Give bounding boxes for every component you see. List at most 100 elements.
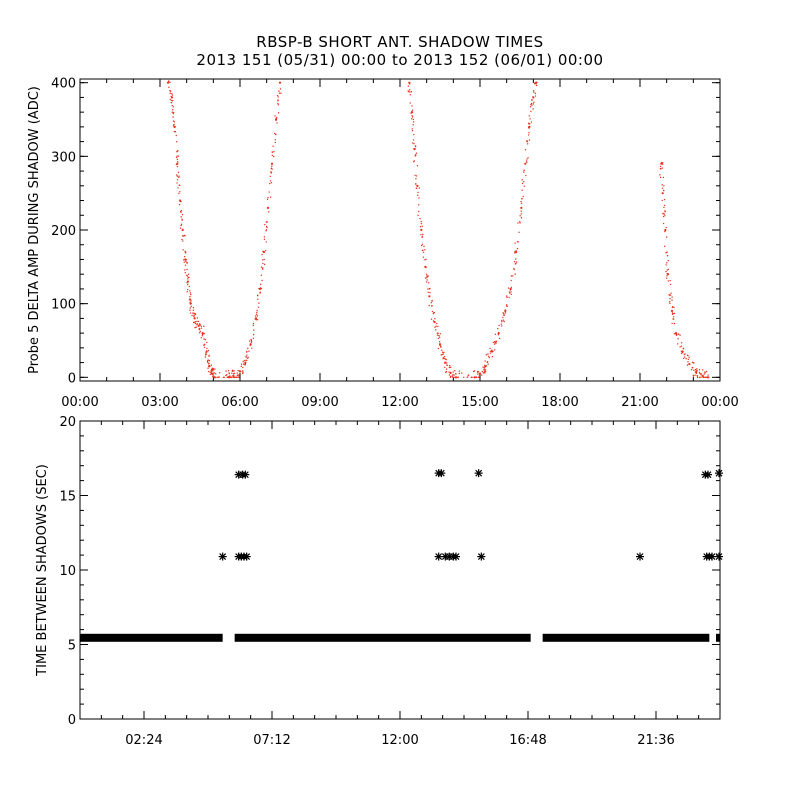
data-point-cloud [430, 302, 432, 304]
asterisk-stroke [708, 553, 716, 561]
data-point-cloud [189, 309, 191, 311]
data-point-cloud [692, 375, 695, 377]
data-point-cloud [517, 222, 519, 224]
data-point-cloud [514, 263, 517, 265]
data-point-cloud [418, 210, 420, 213]
data-point-cloud [705, 376, 707, 379]
data-point-cloud [252, 334, 255, 336]
data-point-cloud [490, 350, 493, 353]
data-point-cloud [463, 376, 465, 379]
data-point-cloud [686, 364, 689, 366]
data-point-cloud [440, 354, 443, 356]
data-point-cloud [489, 352, 492, 354]
data-point-cloud [269, 196, 272, 198]
data-point-cloud [189, 290, 191, 292]
data-point-cloud [280, 92, 282, 94]
data-point-cloud [176, 182, 178, 184]
data-point-cloud [533, 101, 535, 104]
y-tick-label: 10 [59, 564, 76, 579]
data-point-cloud [201, 335, 204, 337]
data-point-cloud [673, 333, 676, 335]
data-point-cloud [255, 313, 258, 316]
y-tick-label: 20 [59, 415, 76, 430]
data-point-cloud [662, 215, 665, 218]
data-point-cloud [246, 351, 248, 353]
data-point-cloud [187, 288, 189, 291]
data-point-cloud [178, 176, 180, 179]
data-point-cloud [188, 299, 191, 301]
data-point-cloud [665, 251, 667, 254]
data-point [228, 376, 231, 379]
data-point-cloud [663, 206, 665, 209]
x-tick-label: 03:00 [141, 395, 178, 410]
data-point-cloud [174, 131, 176, 133]
data-point-cloud [265, 229, 268, 231]
x-tick-label: 00:00 [701, 395, 738, 410]
data-point-cloud [183, 255, 186, 258]
data-point-cloud [427, 288, 429, 290]
data-point-cloud [182, 240, 184, 242]
data-point-cloud [677, 333, 680, 335]
data-point-cloud [489, 347, 491, 350]
data-point-cloud [172, 112, 175, 115]
data-point-cloud [409, 91, 411, 93]
data-point-cloud [671, 313, 674, 316]
data-point-cloud [533, 91, 535, 93]
data-point-cloud [418, 197, 420, 199]
data-point-cloud [260, 266, 263, 268]
data-point-cloud [519, 221, 521, 223]
data-point-cloud [412, 139, 415, 141]
data-point-cloud [203, 344, 205, 346]
data-point-cloud [200, 336, 203, 339]
data-point-cloud [487, 363, 489, 365]
data-point-cloud [177, 187, 179, 189]
data-point-cloud [503, 312, 505, 315]
data-point-cloud [408, 90, 410, 93]
data-point-cloud [180, 209, 183, 212]
plot-frame [79, 420, 721, 720]
data-point-cloud [704, 372, 706, 374]
x-tick-label: 16:48 [509, 733, 546, 748]
data-point-cloud [212, 372, 215, 374]
chart-title-line1: RBSP-B SHORT ANT. SHADOW TIMES [256, 33, 544, 51]
data-point-cloud [521, 198, 523, 200]
data-point [534, 81, 538, 84]
data-point-cloud [445, 368, 448, 370]
data-point-cloud [264, 223, 266, 226]
data-point-cloud [190, 300, 192, 302]
data-point-cloud [422, 256, 425, 258]
data-point-cloud [185, 262, 188, 264]
data-point-cloud [183, 259, 185, 261]
top-plot: 00:00 03:00 06:00 09:00 12:00 15:00 18:00 21:00… [27, 77, 739, 410]
asterisk-stroke [475, 469, 483, 477]
asterisk-stroke [241, 471, 249, 479]
asterisk-marker [477, 552, 486, 561]
data-point-cloud [661, 187, 664, 189]
data-point-cloud [225, 370, 227, 372]
y-tick-label: 400 [51, 77, 76, 92]
data-point-cloud [449, 375, 452, 377]
data-point-cloud [519, 215, 521, 217]
data-point-cloud [500, 323, 503, 325]
data-point-cloud [513, 268, 515, 271]
data-point-cloud [698, 369, 701, 371]
data-point-cloud [186, 268, 188, 271]
asterisk-stroke [243, 553, 251, 561]
data-point-cloud [268, 211, 270, 213]
data-point-cloud [523, 181, 525, 183]
data-point-cloud [700, 373, 702, 375]
data-point-cloud [242, 371, 244, 374]
data-point-cloud [424, 259, 426, 261]
data-point-cloud [443, 357, 446, 360]
data-point-cloud [453, 374, 455, 376]
data-point-cloud [247, 347, 249, 350]
data-point-cloud [178, 203, 181, 206]
data-point-cloud [530, 103, 532, 106]
data-point-cloud [175, 174, 178, 176]
x-tick-label: 21:00 [621, 395, 658, 410]
data-point-cloud [420, 233, 422, 236]
data-point-cloud [664, 211, 666, 213]
data-point-cloud [432, 312, 435, 315]
data-point-cloud [250, 341, 253, 344]
data-point [694, 371, 698, 374]
